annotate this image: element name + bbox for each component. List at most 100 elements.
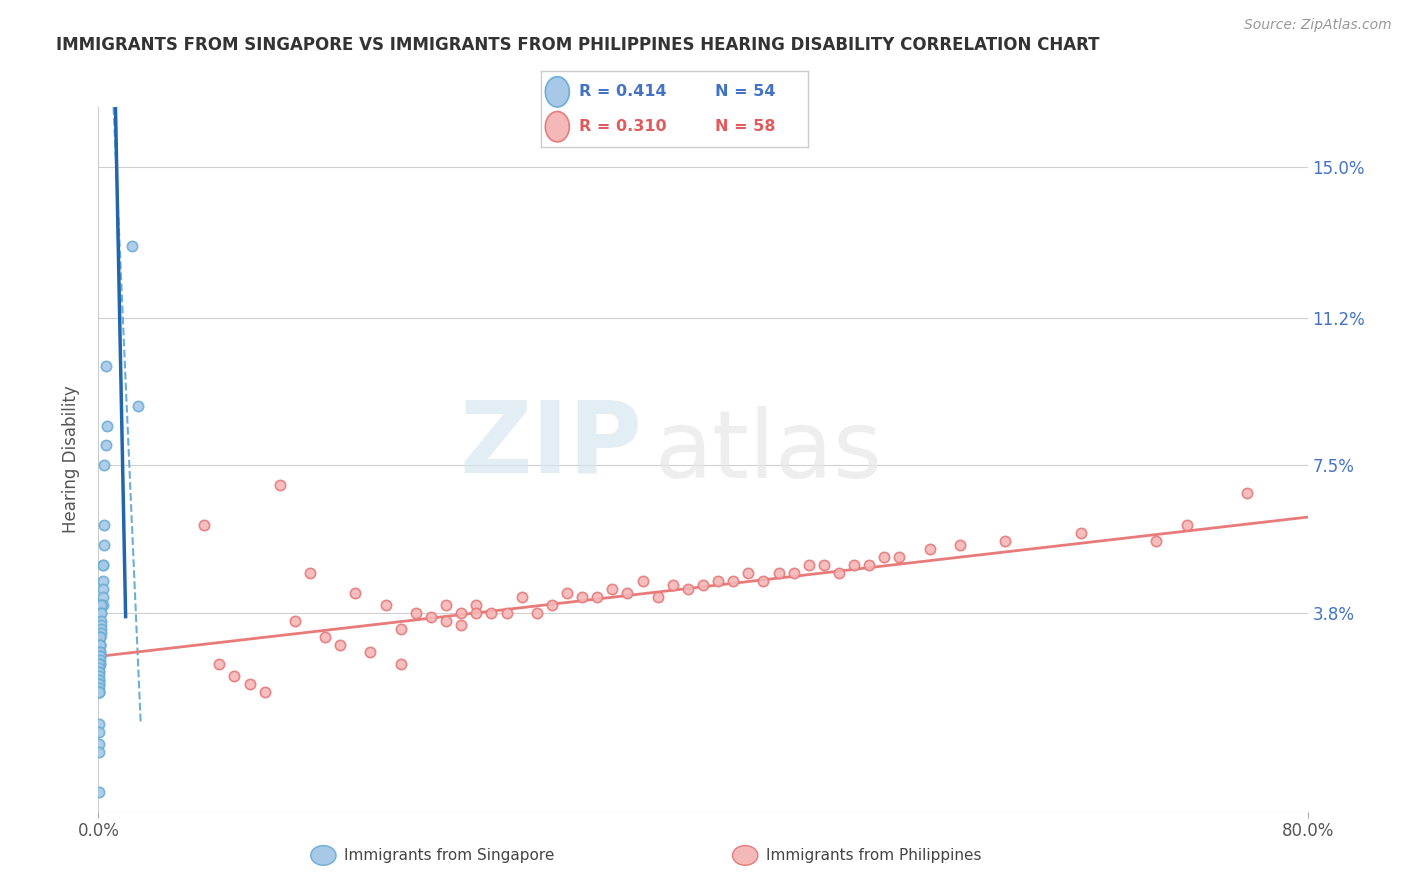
Point	[89, 677, 111, 691]
Point	[1144, 533, 1167, 548]
Point	[723, 574, 745, 588]
Point	[647, 590, 669, 604]
Point	[89, 673, 111, 688]
Point	[420, 609, 443, 624]
Point	[87, 725, 110, 739]
Point	[374, 598, 396, 612]
Point	[1070, 526, 1092, 541]
Point	[813, 558, 835, 572]
Point	[405, 606, 427, 620]
Point	[526, 606, 548, 620]
Y-axis label: Hearing Disability: Hearing Disability	[62, 385, 80, 533]
Point	[253, 685, 276, 699]
Point	[87, 745, 110, 759]
Point	[465, 598, 488, 612]
Point	[284, 614, 307, 628]
Point	[89, 685, 111, 699]
Point	[707, 574, 730, 588]
Point	[90, 598, 112, 612]
Point	[314, 630, 336, 644]
Point	[737, 566, 759, 580]
Point	[89, 717, 111, 731]
Point	[89, 630, 111, 644]
Point	[127, 399, 149, 413]
Point	[89, 673, 111, 688]
Point	[89, 645, 111, 659]
Text: R = 0.310: R = 0.310	[579, 120, 666, 134]
Point	[1175, 518, 1198, 533]
Point	[540, 598, 562, 612]
Point	[89, 657, 111, 672]
Point	[329, 638, 352, 652]
Point	[90, 606, 112, 620]
Point	[586, 590, 609, 604]
Point	[889, 549, 911, 564]
Point	[89, 677, 111, 691]
Point	[224, 669, 246, 683]
Point	[89, 653, 111, 667]
Point	[465, 606, 488, 620]
Point	[616, 586, 638, 600]
Point	[949, 538, 972, 552]
Point	[90, 617, 112, 632]
Point	[121, 239, 143, 253]
Point	[89, 649, 111, 664]
Text: ZIP: ZIP	[460, 397, 643, 494]
Point	[389, 657, 412, 672]
Point	[555, 586, 578, 600]
Point	[89, 630, 111, 644]
Point	[193, 518, 215, 533]
Point	[89, 669, 111, 683]
Ellipse shape	[546, 77, 569, 107]
Point	[858, 558, 880, 572]
Point	[91, 590, 114, 604]
Point	[918, 541, 941, 556]
Point	[692, 578, 714, 592]
Point	[96, 418, 118, 433]
Point	[89, 645, 111, 659]
Point	[828, 566, 851, 580]
Point	[752, 574, 775, 588]
Text: R = 0.414: R = 0.414	[579, 85, 666, 99]
Point	[89, 657, 111, 672]
Point	[389, 622, 412, 636]
Point	[571, 590, 593, 604]
Point	[661, 578, 683, 592]
Point	[994, 533, 1017, 548]
Point	[93, 518, 115, 533]
Point	[90, 614, 112, 628]
Text: IMMIGRANTS FROM SINGAPORE VS IMMIGRANTS FROM PHILIPPINES HEARING DISABILITY CORR: IMMIGRANTS FROM SINGAPORE VS IMMIGRANTS …	[56, 36, 1099, 54]
Point	[87, 785, 110, 799]
Text: atlas: atlas	[655, 407, 883, 499]
Point	[360, 645, 382, 659]
Point	[239, 677, 262, 691]
Point	[768, 566, 790, 580]
Point	[89, 681, 111, 696]
Point	[87, 737, 110, 751]
Point	[89, 661, 111, 675]
Text: Immigrants from Singapore: Immigrants from Singapore	[344, 848, 555, 863]
Text: Source: ZipAtlas.com: Source: ZipAtlas.com	[1244, 18, 1392, 32]
Point	[797, 558, 820, 572]
Point	[91, 558, 114, 572]
Point	[676, 582, 699, 596]
Point	[873, 549, 896, 564]
Text: N = 58: N = 58	[716, 120, 776, 134]
Point	[89, 649, 111, 664]
Point	[93, 458, 115, 473]
Point	[1236, 486, 1258, 500]
Point	[89, 638, 111, 652]
Text: Immigrants from Philippines: Immigrants from Philippines	[766, 848, 981, 863]
Point	[269, 478, 291, 492]
Point	[631, 574, 654, 588]
Point	[299, 566, 322, 580]
Point	[89, 665, 111, 680]
Point	[510, 590, 533, 604]
Point	[602, 582, 624, 596]
Ellipse shape	[546, 112, 569, 142]
Point	[434, 614, 457, 628]
Point	[90, 606, 112, 620]
Point	[89, 685, 111, 699]
Point	[91, 558, 114, 572]
Point	[90, 598, 112, 612]
